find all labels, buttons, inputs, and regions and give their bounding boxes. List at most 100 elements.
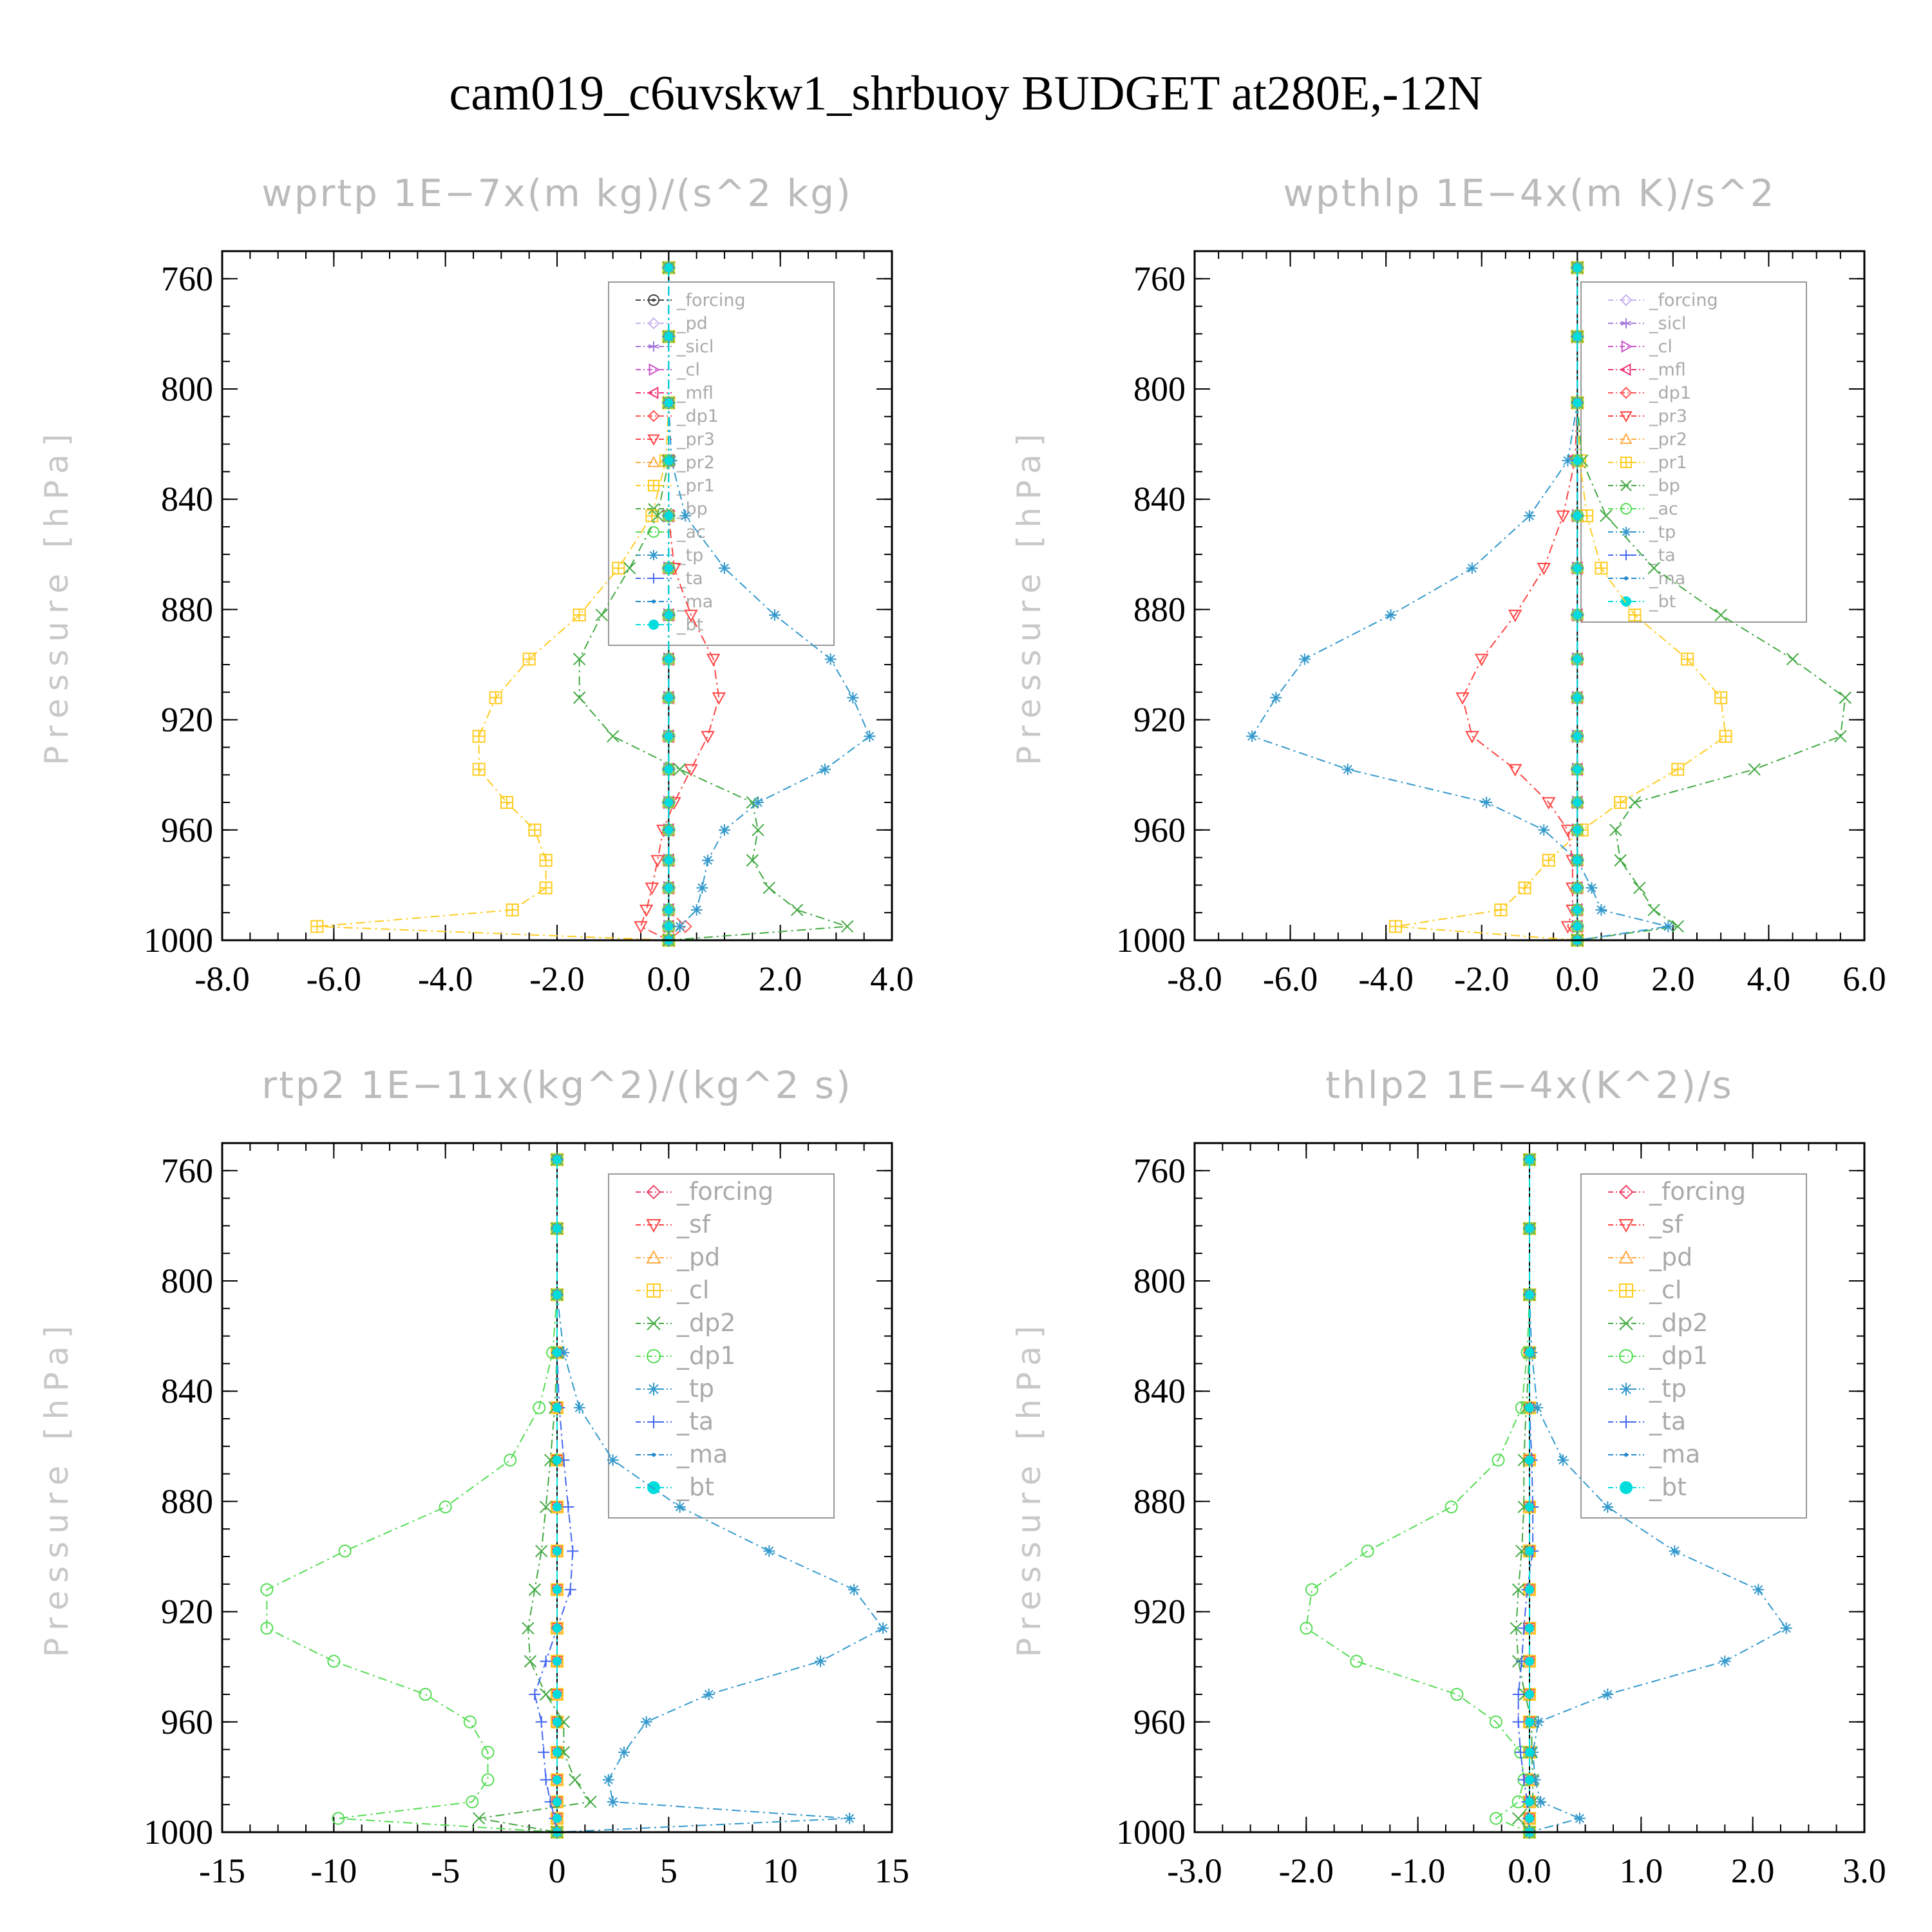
legend-label: _cl [676, 1276, 709, 1304]
series_bt [664, 263, 674, 945]
legend-label: _cl [676, 360, 700, 380]
data-point [553, 1348, 562, 1358]
data-point [1647, 562, 1660, 574]
data-point [1669, 1545, 1681, 1557]
data-point [1492, 1454, 1505, 1467]
legend-label: _dp1 [1649, 383, 1691, 403]
data-point [664, 456, 674, 466]
legend-marker [649, 550, 659, 560]
series-line_pr1 [1395, 267, 1727, 941]
data-point [702, 854, 714, 866]
data-point [466, 1795, 479, 1808]
series-line_tp [556, 1159, 884, 1833]
legend-label: _sf [1649, 1210, 1684, 1238]
y-tick-label: 880 [1133, 590, 1186, 629]
y-tick-label: 920 [1133, 1593, 1186, 1631]
data-point [1562, 455, 1574, 467]
data-point [1614, 796, 1627, 809]
legend-marker [1619, 363, 1631, 376]
data-point [540, 1774, 552, 1786]
data-point [1719, 1655, 1731, 1667]
data-point [634, 921, 648, 934]
data-point [1602, 1501, 1614, 1513]
legend-label: _dp1 [676, 406, 719, 426]
data-point [1557, 1454, 1569, 1466]
data-point [1573, 905, 1582, 914]
data-point [573, 608, 586, 621]
plot-frame [221, 250, 893, 942]
legend-marker [1619, 1283, 1633, 1298]
data-point [260, 1583, 274, 1596]
data-point [864, 730, 876, 743]
data-point [1490, 1715, 1502, 1728]
y-tick-label: 840 [1133, 480, 1186, 518]
data-point [500, 796, 513, 809]
data-point [553, 1502, 562, 1511]
data-point [1525, 1775, 1534, 1785]
x-tick-label: 2.0 [1651, 960, 1695, 998]
data-point [1481, 797, 1493, 808]
data-point [1573, 764, 1582, 774]
legend-frame [608, 1173, 835, 1519]
data-point [1542, 853, 1555, 867]
series_bt [553, 1155, 562, 1837]
data-point [1595, 904, 1607, 916]
y-tick-label: 1000 [144, 921, 213, 960]
legend-label: _tp [676, 545, 703, 565]
chart-panel-2: wpthlp 1E−4x(m K)/s^2 Pressure [hPa] 760 80… [1010, 171, 1886, 998]
series_dp2 [472, 1153, 597, 1839]
data-point [763, 1545, 775, 1557]
y-tick-label: 800 [1133, 370, 1186, 408]
data-point [1586, 882, 1598, 894]
data-point [664, 654, 674, 664]
data-point [481, 1773, 495, 1786]
data-point [463, 1715, 477, 1728]
x-tick-label: -8.0 [1167, 960, 1222, 998]
legend: _forcing _sf _pd _cl _dp2 _dp1 _tp _ta _ma _bt [608, 1173, 835, 1519]
data-point [664, 332, 674, 341]
legend-label: _cl [1649, 1276, 1681, 1304]
data-point [489, 691, 502, 705]
data-point [522, 652, 536, 666]
y-tick-label: 1000 [144, 1813, 213, 1852]
data-point [719, 562, 730, 574]
data-point [602, 1774, 614, 1786]
data-point [673, 762, 687, 776]
data-point [553, 1797, 562, 1806]
legend-marker [648, 341, 659, 352]
data-point [1714, 609, 1727, 621]
legend-label: _dp1 [1649, 1341, 1708, 1370]
data-point [1525, 1624, 1534, 1633]
data-point [1780, 1622, 1792, 1634]
y-tick-label: 880 [161, 1482, 213, 1520]
legend-marker [649, 620, 659, 630]
data-point [1525, 1546, 1534, 1556]
data-point [1494, 903, 1508, 916]
data-point [564, 1584, 576, 1596]
figure-title: cam019_c6uvskw1_shrbuoy BUDGET at280E,-1… [450, 66, 1483, 120]
legend-marker [1621, 550, 1631, 560]
data-point [1560, 921, 1575, 934]
data-point [1574, 1812, 1586, 1824]
data-point [472, 730, 486, 743]
data-point [819, 763, 831, 775]
chart-panel-4: thlp2 1E−4x(K^2)/s Pressure [hPa] 760 800 84… [1010, 1063, 1886, 1890]
legend-label: _pr2 [1649, 430, 1687, 450]
data-point [558, 1347, 570, 1359]
data-point [1531, 1401, 1544, 1414]
series-line_dp2 [1515, 1159, 1534, 1833]
data-point [1556, 510, 1570, 523]
data-point [664, 905, 674, 914]
data-point [310, 920, 324, 933]
data-point [1573, 610, 1582, 620]
data-point [1573, 825, 1582, 835]
data-point [1609, 824, 1622, 837]
data-point [1752, 1584, 1765, 1596]
data-point [1633, 881, 1646, 895]
y-tick-label: 840 [161, 1372, 213, 1410]
data-point [1510, 1622, 1522, 1634]
data-point [1573, 456, 1582, 466]
legend-marker [646, 1249, 661, 1264]
legend-label: _pr1 [676, 476, 715, 496]
x-tick-label: 0.0 [1508, 1852, 1551, 1890]
